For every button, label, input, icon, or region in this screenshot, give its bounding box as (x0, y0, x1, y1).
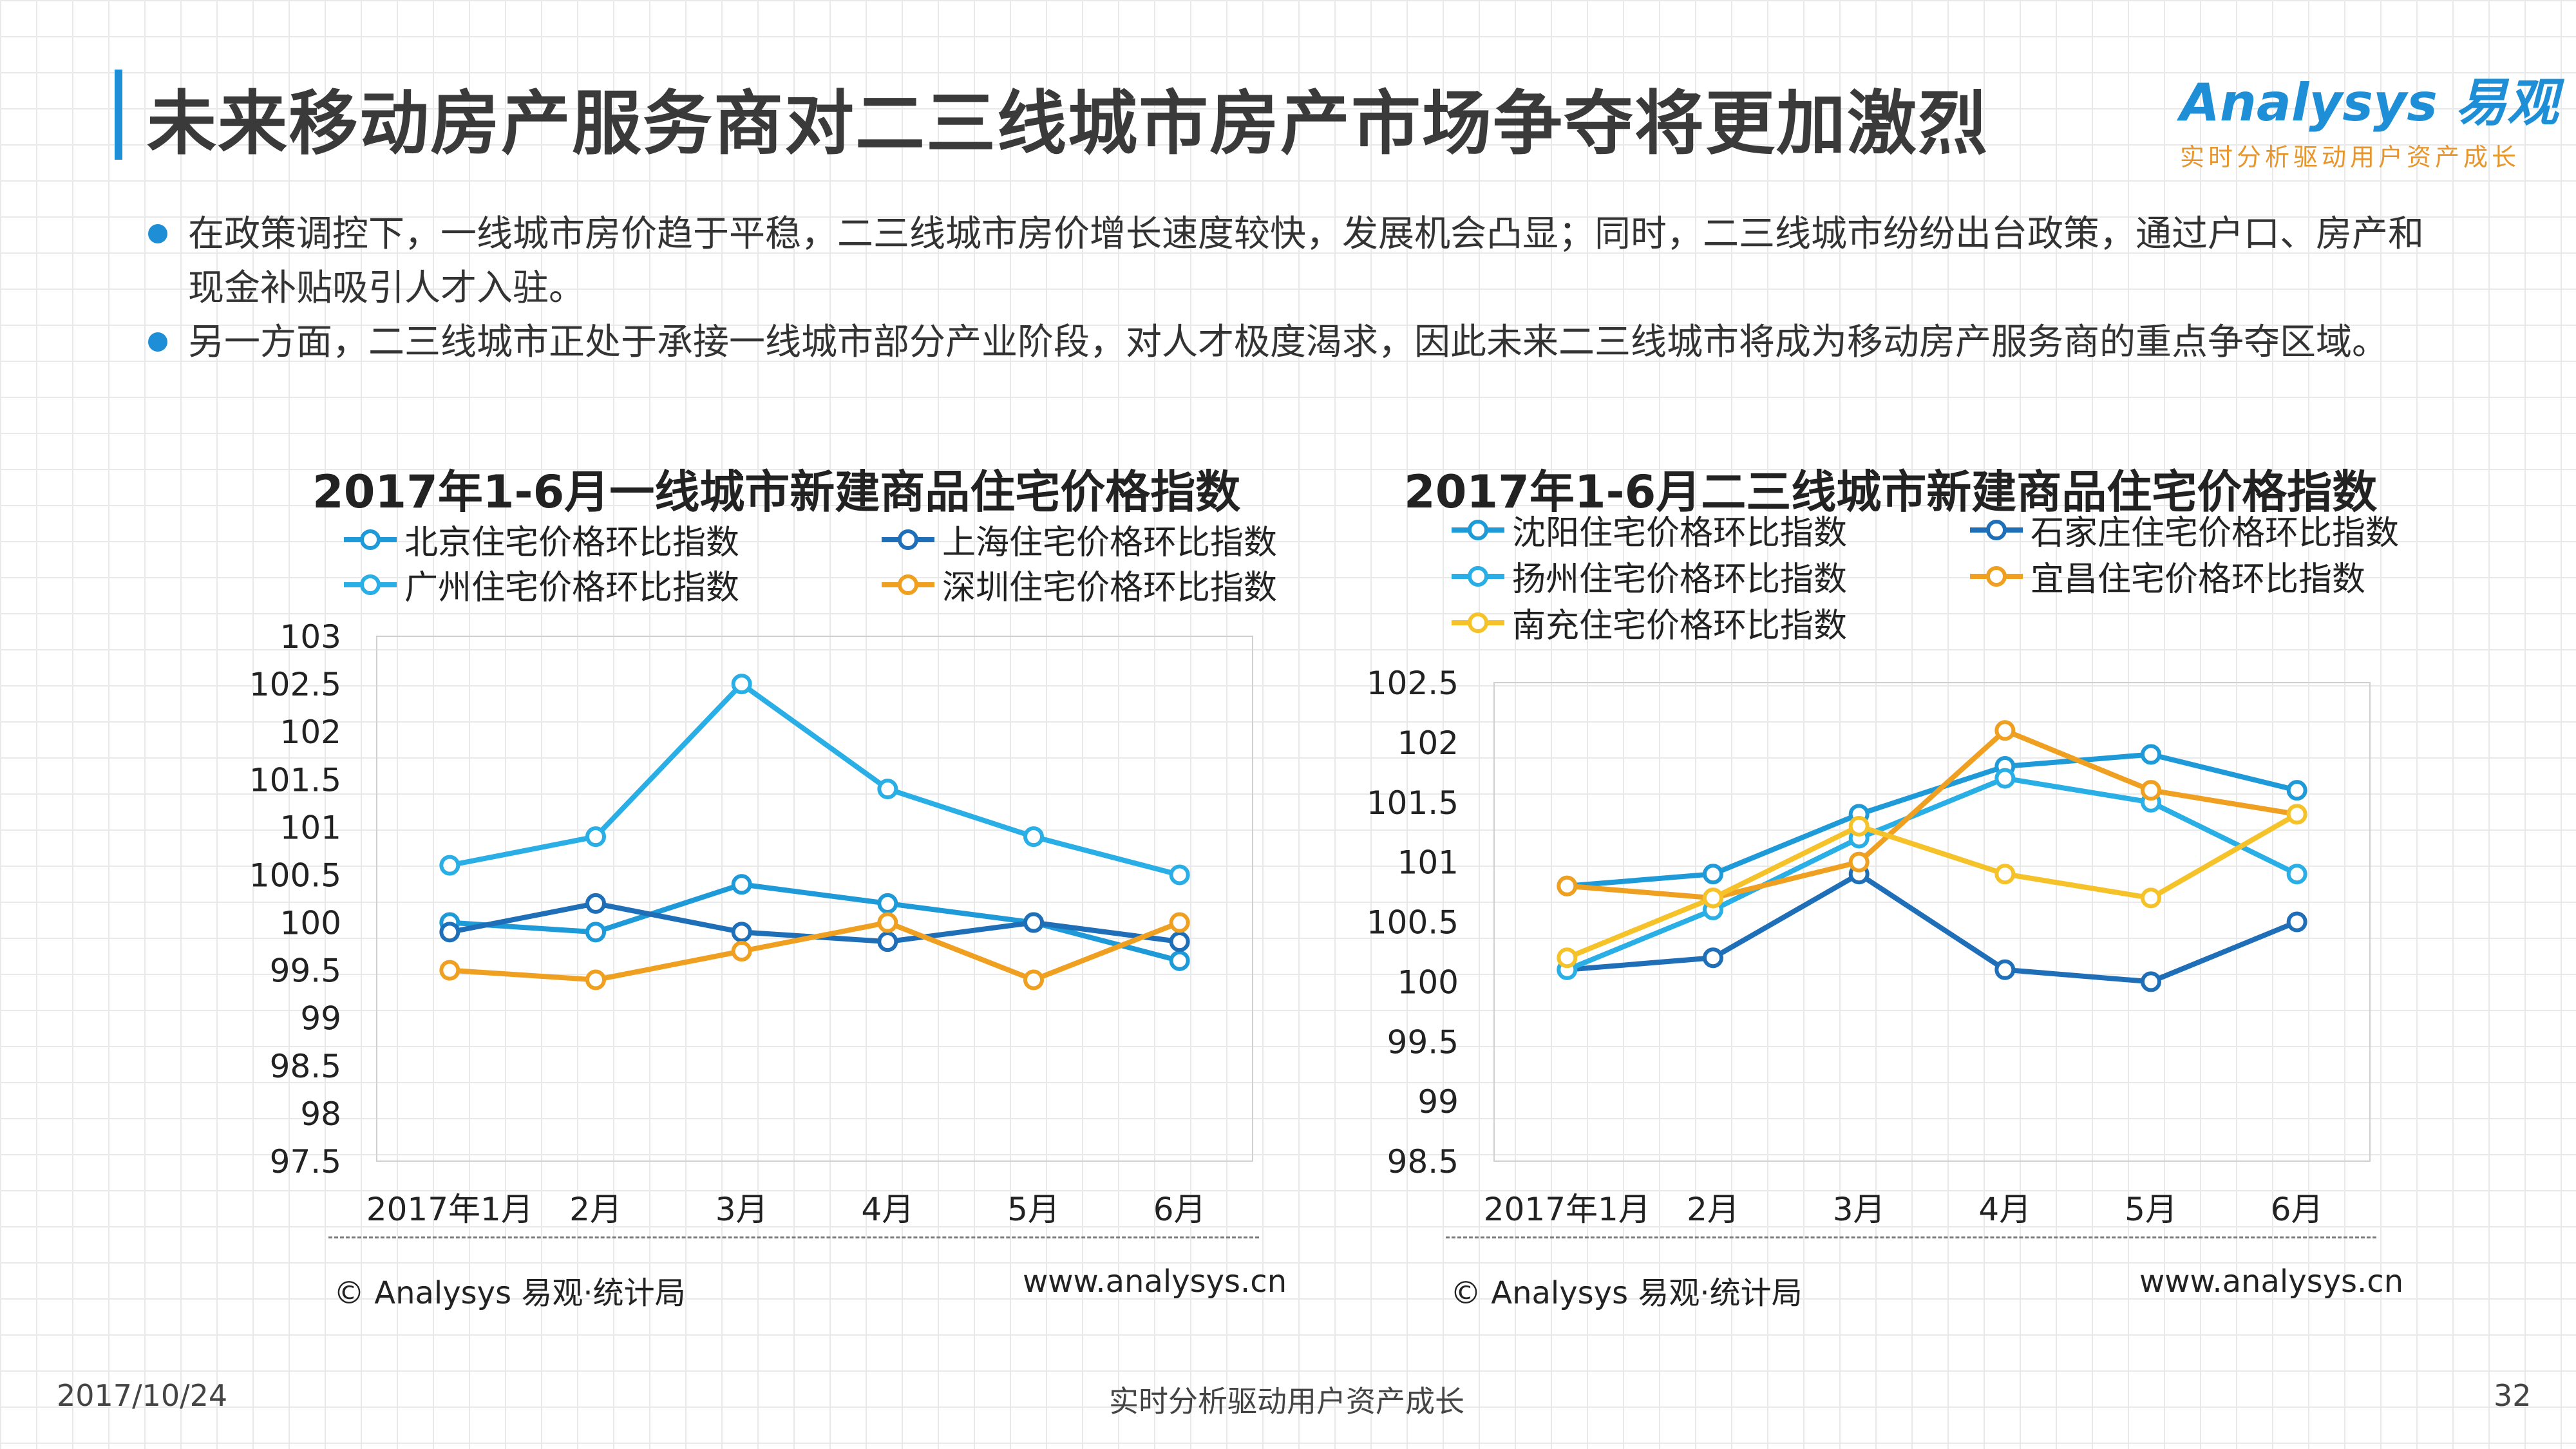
chart-2-source: © Analysys 易观·统计局 (1450, 1267, 1803, 1312)
y-tick-label: 100.5 (1367, 904, 1459, 942)
data-point (2289, 806, 2306, 822)
data-point (2143, 746, 2159, 762)
data-point (1996, 866, 2013, 882)
y-tick-label: 99 (1417, 1083, 1459, 1121)
data-point (1705, 949, 1721, 966)
y-tick-label: 99.5 (1387, 1023, 1459, 1061)
series-line (1567, 730, 2297, 898)
data-point (2289, 914, 2306, 931)
data-point (1996, 961, 2013, 978)
data-point (1558, 878, 1575, 895)
x-tick-label: 3月 (1833, 1191, 1886, 1228)
series-line (1567, 874, 2297, 981)
data-point (2289, 866, 2306, 882)
data-point (1996, 770, 2013, 787)
data-point (1705, 866, 1721, 882)
data-point (2143, 973, 2159, 990)
x-tick-label: 2017年1月 (1484, 1191, 1651, 1228)
y-tick-label: 102 (1397, 724, 1459, 762)
data-point (1996, 722, 2013, 739)
footer-slogan: 实时分析驱动用户资产成长 (1109, 1378, 1464, 1421)
x-tick-label: 4月 (1978, 1191, 2031, 1228)
series-line (1567, 779, 2297, 970)
data-point (2289, 782, 2306, 799)
series-line (1567, 814, 2297, 958)
y-tick-label: 100 (1397, 963, 1459, 1001)
y-tick-label: 102.5 (1367, 665, 1459, 702)
chart-2-url: www.analysys.cn (2139, 1264, 2403, 1300)
page-number: 32 (2494, 1378, 2532, 1413)
data-point (1558, 949, 1575, 966)
data-point (1851, 818, 1868, 835)
chart-2-plot: 102.5 102 101.5 101 100.5 100 99.5 99 98.5 2017年1… (0, 0, 2576, 1449)
footer-date: 2017/10/24 (57, 1378, 227, 1413)
chart-2-separator (1446, 1236, 2376, 1238)
data-point (2143, 782, 2159, 799)
x-tick-label: 5月 (2125, 1191, 2177, 1228)
y-tick-label: 101 (1397, 844, 1459, 882)
data-point (1705, 889, 1721, 906)
data-point (2143, 889, 2159, 906)
data-point (1851, 854, 1868, 871)
x-tick-label: 2月 (1687, 1191, 1739, 1228)
y-tick-label: 101.5 (1367, 784, 1459, 822)
y-tick-label: 98.5 (1387, 1143, 1459, 1180)
x-tick-label: 6月 (2271, 1191, 2324, 1228)
